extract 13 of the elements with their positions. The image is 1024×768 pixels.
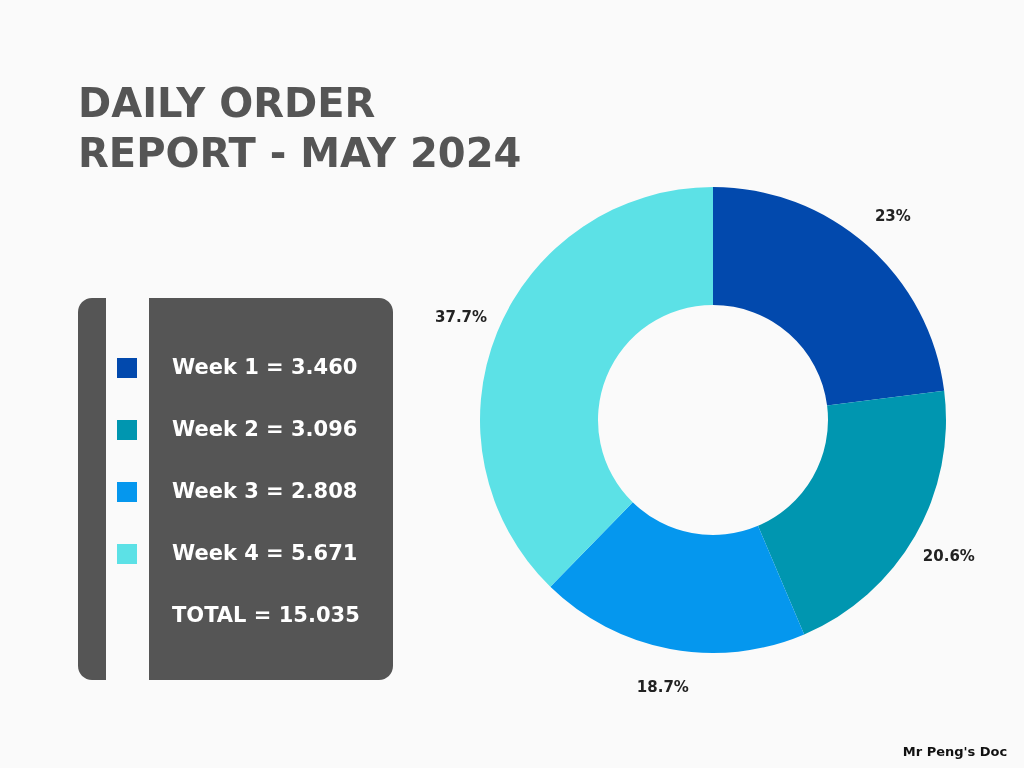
legend-label: Week 3 = 2.808 — [172, 479, 358, 503]
donut-slice — [713, 187, 945, 406]
data-label: 23% — [874, 206, 911, 225]
data-label: 18.7% — [636, 678, 689, 697]
text: Mr Peng's Doc — [902, 744, 1008, 759]
data-label: 20.6% — [922, 546, 975, 565]
legend-label: Week 2 = 3.096 — [172, 417, 358, 441]
data-label: 37.7% — [435, 308, 488, 327]
donut-slice — [550, 502, 805, 653]
legend-label: Week 1 = 3.460 — [172, 355, 358, 379]
text: TOTAL = 15.035 — [172, 603, 360, 627]
chart-title: DAILY ORDER REPORT - MAY 2024 — [78, 80, 522, 176]
legend-label: Week 4 = 5.671 — [172, 541, 358, 565]
